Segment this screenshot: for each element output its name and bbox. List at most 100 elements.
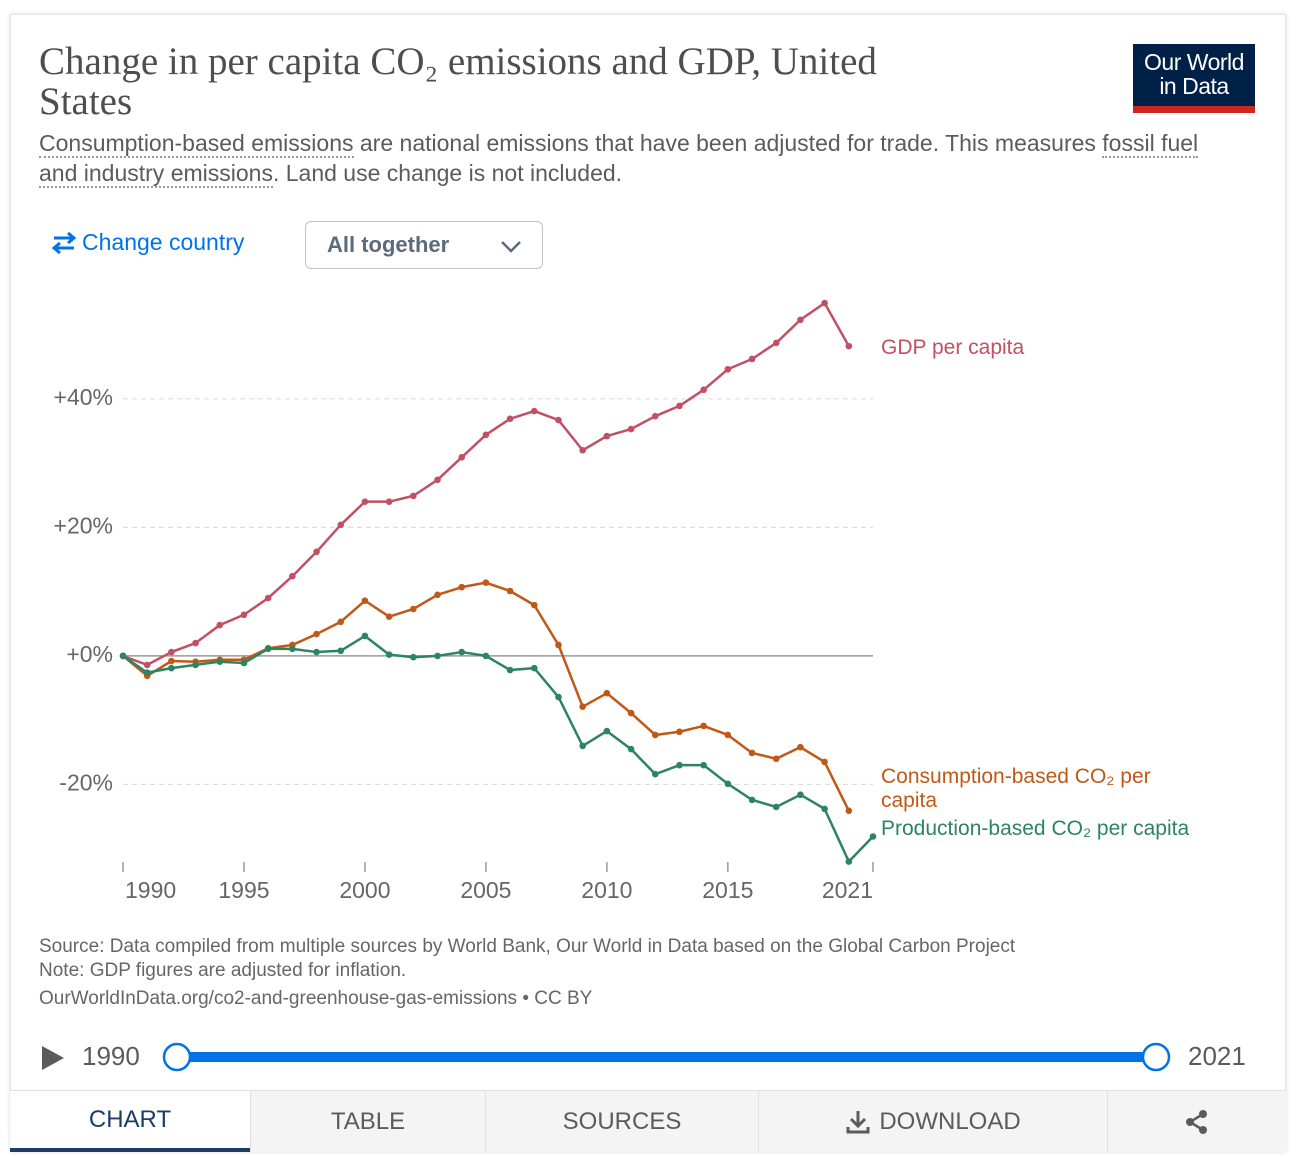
download-icon xyxy=(846,1110,870,1133)
data-point xyxy=(192,639,199,647)
tab-label: DOWNLOAD xyxy=(879,1107,1021,1135)
data-point xyxy=(168,657,175,665)
data-point xyxy=(434,476,441,484)
data-point xyxy=(458,648,466,656)
data-point xyxy=(458,583,466,591)
legend-entry: Consumption-based CO₂ per capita xyxy=(881,765,1151,812)
data-point xyxy=(289,572,296,580)
data-point xyxy=(724,365,732,373)
dropdown[interactable]: All together xyxy=(305,221,543,269)
y-tick-label: -20% xyxy=(59,770,113,796)
data-point xyxy=(530,407,538,415)
data-point xyxy=(676,761,683,769)
data-point xyxy=(192,661,199,669)
subtitle-link[interactable]: fossil fuel and industry emissions xyxy=(39,130,1199,188)
data-point xyxy=(506,415,514,423)
series-line xyxy=(122,301,850,667)
data-point xyxy=(555,641,562,649)
data-point xyxy=(869,833,877,840)
data-point xyxy=(458,454,466,461)
data-point xyxy=(797,316,804,324)
subtitle: Consumption-based emissions are national… xyxy=(39,128,1229,188)
data-point xyxy=(119,652,127,660)
data-point xyxy=(506,587,514,595)
x-tick-label: 2015 xyxy=(702,877,753,903)
timeline-handle[interactable] xyxy=(1141,1042,1171,1072)
tab-chart[interactable]: CHART xyxy=(10,1090,250,1152)
note: Note: GDP figures are adjusted for infla… xyxy=(39,960,407,981)
subtitle-text: . Land use change is not included. xyxy=(272,160,623,186)
data-point xyxy=(361,632,369,640)
data-point xyxy=(748,749,756,757)
tab-share[interactable] xyxy=(1107,1090,1286,1152)
x-tick-label: 2005 xyxy=(460,877,511,903)
data-point xyxy=(313,548,320,556)
data-point xyxy=(603,727,611,735)
data-point xyxy=(821,758,828,766)
series-line xyxy=(122,581,850,812)
data-point xyxy=(289,645,296,653)
data-point xyxy=(240,611,248,619)
data-point xyxy=(797,791,804,799)
x-tick-label: 1995 xyxy=(218,877,269,903)
timeline-end: 2021 xyxy=(1188,1041,1246,1071)
data-point xyxy=(748,796,756,804)
tab-label: CHART xyxy=(88,1105,172,1133)
data-point xyxy=(603,689,611,697)
logo[interactable]: Our World in Data xyxy=(1133,44,1255,113)
data-point xyxy=(264,645,272,653)
data-point xyxy=(772,755,780,763)
tab-label: TABLE xyxy=(330,1107,406,1135)
data-point xyxy=(845,342,853,350)
x-tick-label: 2000 xyxy=(339,877,390,903)
data-point xyxy=(627,709,635,717)
play-button[interactable] xyxy=(42,1046,64,1070)
data-point xyxy=(772,339,780,347)
data-point xyxy=(410,653,417,661)
data-point xyxy=(410,605,417,613)
y-tick-label: +40% xyxy=(54,384,113,410)
data-point xyxy=(821,299,828,307)
data-point xyxy=(579,703,586,710)
data-point xyxy=(651,731,659,739)
data-point xyxy=(313,648,320,656)
data-point xyxy=(264,594,272,602)
url[interactable]: OurWorldInData.org/co2-and-greenhouse-ga… xyxy=(39,988,593,1009)
change-country-button[interactable]: Change country xyxy=(50,229,244,256)
subtitle-text: are national emissions that have been ad… xyxy=(353,130,1103,156)
data-point xyxy=(482,579,490,586)
timeline-handle[interactable] xyxy=(162,1042,192,1072)
legend-entry: GDP per capita xyxy=(881,336,1025,359)
tab-sources[interactable]: SOURCES xyxy=(485,1090,758,1152)
legend-entry: Production-based CO₂ per capita xyxy=(881,817,1190,840)
chart: +40% +20% +0% -20% 1990 1995 2000 2005 2010 2015 2… xyxy=(54,299,877,903)
data-point xyxy=(579,742,586,750)
data-point xyxy=(385,498,393,505)
x-tick-label: 2010 xyxy=(581,877,632,903)
y-tick-label: +0% xyxy=(66,641,113,667)
data-point xyxy=(724,780,732,788)
y-tick-label: +20% xyxy=(54,512,113,538)
data-point xyxy=(410,492,417,500)
data-point xyxy=(385,613,393,621)
logo-line: Our World xyxy=(1144,49,1244,75)
data-point xyxy=(143,661,151,669)
data-point xyxy=(603,432,611,440)
data-point xyxy=(434,652,441,660)
data-point xyxy=(337,647,345,655)
data-point xyxy=(434,591,441,599)
data-point xyxy=(555,416,562,424)
data-point xyxy=(143,669,151,676)
data-point xyxy=(797,743,804,751)
data-point xyxy=(700,761,707,769)
timeline: 1990 2021 xyxy=(42,1041,1246,1072)
x-tick-label: 2021 xyxy=(822,877,873,903)
tab-download[interactable]: DOWNLOAD xyxy=(758,1090,1107,1152)
tab-table[interactable]: TABLE xyxy=(250,1090,485,1152)
subtitle-link[interactable]: Consumption-based emissions xyxy=(39,130,354,158)
share-icon xyxy=(1186,1109,1207,1134)
data-point xyxy=(361,597,369,604)
data-point xyxy=(313,630,320,638)
data-point xyxy=(216,621,224,629)
chevron xyxy=(501,241,521,253)
